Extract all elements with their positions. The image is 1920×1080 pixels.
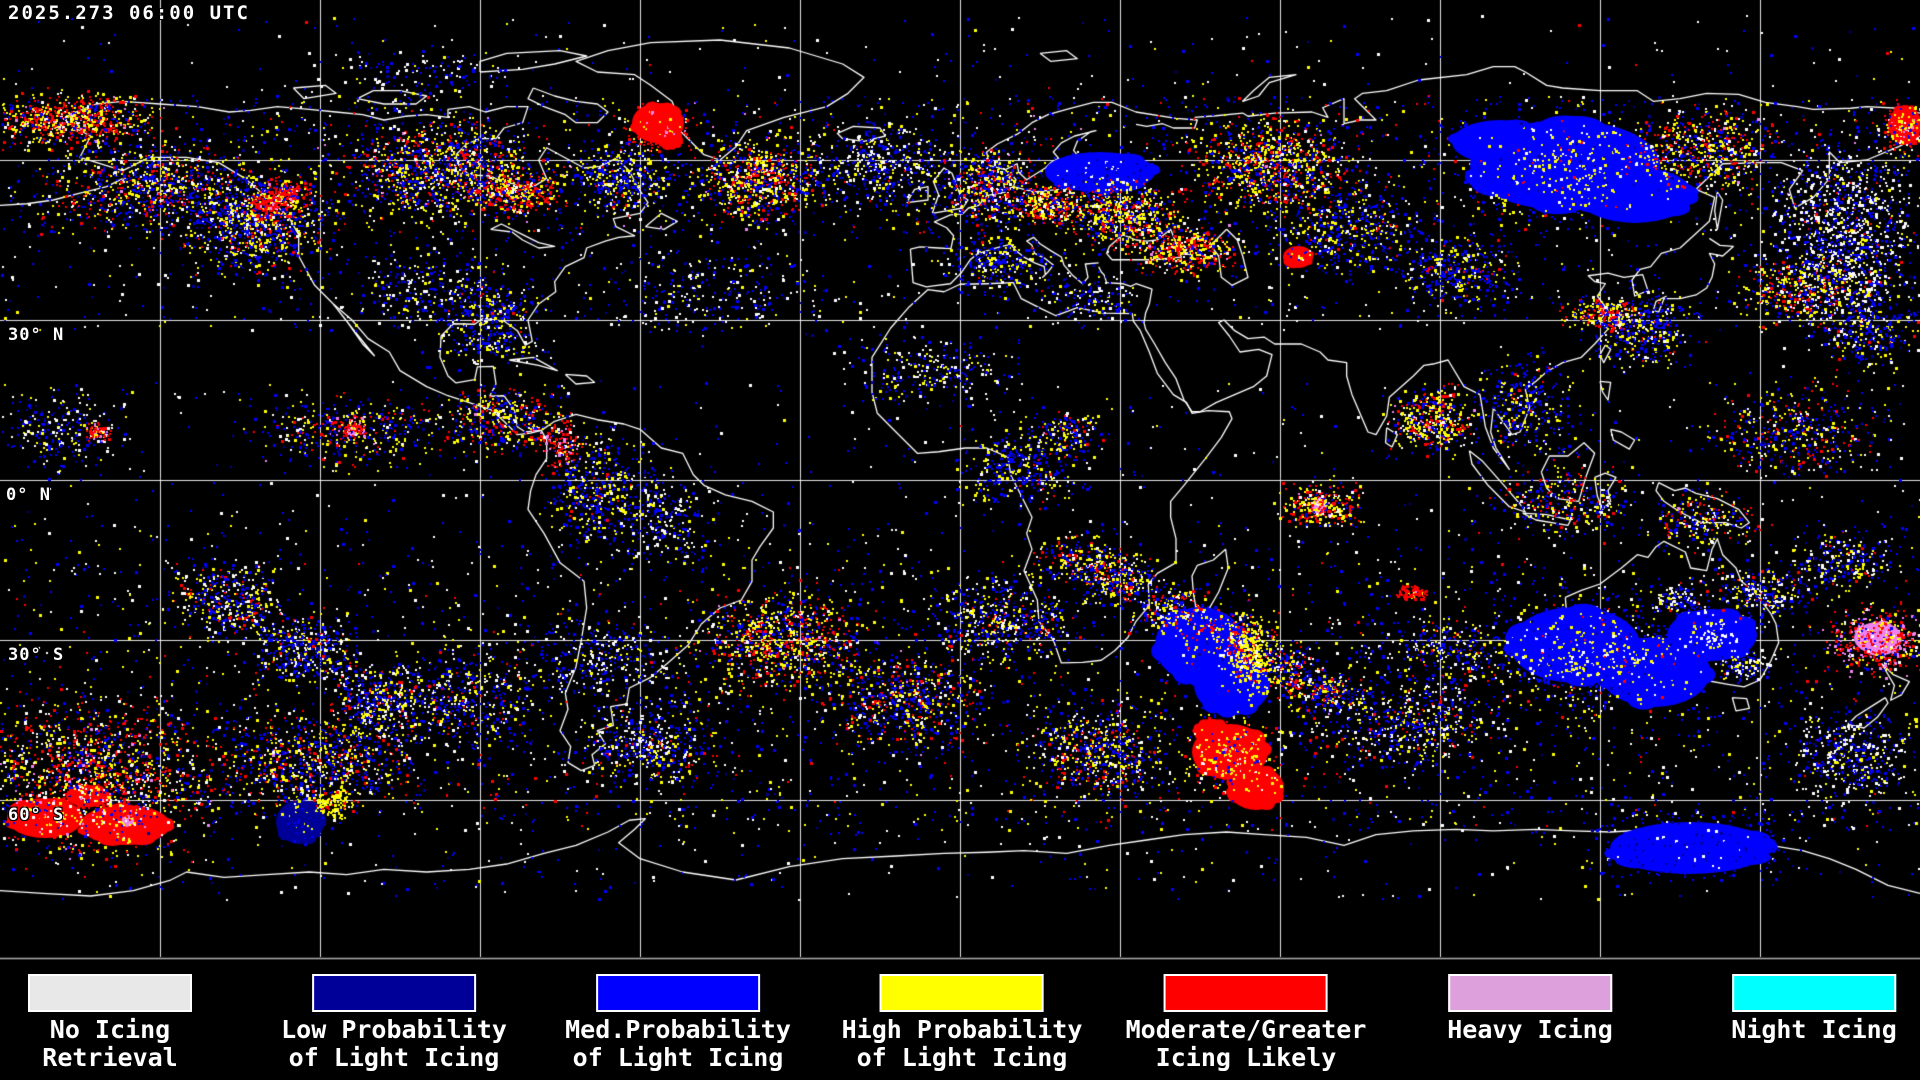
- legend-label-line: Icing Likely: [1155, 1043, 1337, 1072]
- legend-label-line: of Light Icing: [856, 1043, 1068, 1072]
- legend-item-low-prob: Low Probability of Light Icing: [281, 974, 507, 1072]
- lat-label-30n: 30° N: [8, 325, 65, 345]
- lat-label-60s: 60° S: [8, 805, 65, 825]
- legend-label-no-icing: No Icing Retrieval: [28, 1016, 192, 1072]
- legend-item-med-prob: Med.Probability of Light Icing: [565, 974, 791, 1072]
- lat-label-0n: 0° N: [6, 485, 51, 505]
- legend-label-med-prob: Med.Probability of Light Icing: [565, 1016, 791, 1072]
- legend-label-mod-greater: Moderate/Greater Icing Likely: [1126, 1016, 1367, 1072]
- timestamp-label: 2025.273 06:00 UTC: [8, 2, 250, 24]
- legend-swatch-heavy: [1447, 974, 1612, 1012]
- legend-item-mod-greater: Moderate/Greater Icing Likely: [1126, 974, 1367, 1072]
- legend-label-line: Moderate/Greater: [1125, 1015, 1367, 1044]
- legend-label-low-prob: Low Probability of Light Icing: [281, 1016, 507, 1072]
- legend-swatch-med-prob: [596, 974, 760, 1012]
- legend-label-line: High Probability: [841, 1015, 1083, 1044]
- legend-label-heavy: Heavy Icing: [1447, 1016, 1613, 1044]
- legend-swatch-no-icing: [28, 974, 192, 1012]
- legend-label-line: Low Probability: [281, 1015, 507, 1044]
- legend-label-line: Med.Probability: [565, 1015, 791, 1044]
- legend-label-high-prob: High Probability of Light Icing: [842, 1016, 1083, 1072]
- world-icing-map: [0, 0, 1920, 960]
- lat-label-30s: 30° S: [8, 645, 65, 665]
- legend-label-line: of Light Icing: [288, 1043, 500, 1072]
- legend-bar: No Icing Retrieval Low Probability of Light…: [0, 960, 1920, 1080]
- legend-swatch-night: [1731, 974, 1896, 1012]
- legend-swatch-mod-greater: [1163, 974, 1328, 1012]
- legend-item-night: Night Icing: [1731, 974, 1897, 1044]
- legend-item-high-prob: High Probability of Light Icing: [842, 974, 1083, 1072]
- legend-label-line: Night Icing: [1731, 1015, 1897, 1044]
- legend-item-no-icing: No Icing Retrieval: [28, 974, 192, 1072]
- legend-label-line: of Light Icing: [572, 1043, 784, 1072]
- legend-label-line: Heavy Icing: [1447, 1015, 1613, 1044]
- legend-item-heavy: Heavy Icing: [1447, 974, 1613, 1044]
- legend-label-line: Retrieval: [42, 1043, 178, 1072]
- legend-swatch-low-prob: [312, 974, 476, 1012]
- legend-swatch-high-prob: [879, 974, 1044, 1012]
- legend-label-line: No Icing: [49, 1015, 171, 1044]
- legend-label-night: Night Icing: [1731, 1016, 1897, 1044]
